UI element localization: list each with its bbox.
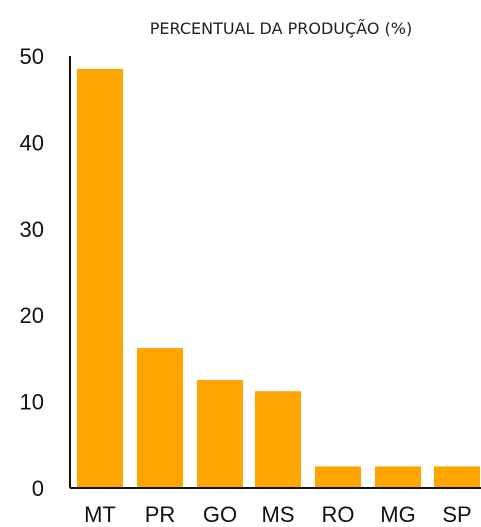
y-tick-label: 10 [20,390,44,415]
x-tick-label-sp: SP [442,502,471,527]
bars [77,68,480,489]
y-tick-label: 0 [32,476,44,501]
bar-go [197,380,243,488]
y-axis-ticks: 0 10 20 30 40 50 [20,44,44,501]
bar-pr [137,348,183,488]
x-tick-label-go: GO [203,502,237,527]
x-tick-label-mt: MT [84,502,116,527]
bar-mt [77,68,123,489]
chart-title: PERCENTUAL DA PRODUÇÃO (%) [150,19,412,38]
y-tick-label: 40 [20,130,44,155]
bar-sp [434,466,480,488]
x-tick-label-ms: MS [262,502,295,527]
x-tick-label-pr: PR [145,502,176,527]
x-axis-labels: MT PR GO MS RO MG SP [84,502,472,527]
x-tick-label-mg: MG [380,502,415,527]
y-tick-label: 50 [20,44,44,69]
bar-ms [255,391,301,488]
y-tick-label: 20 [20,303,44,328]
bar-ro [315,466,361,488]
y-tick-label: 30 [20,217,44,242]
x-tick-label-ro: RO [322,502,355,527]
bar-mg [375,466,421,488]
